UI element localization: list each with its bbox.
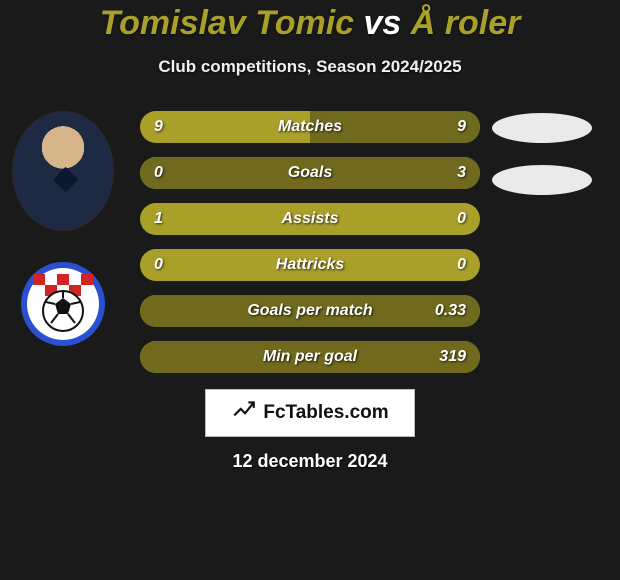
right-avatar-column <box>492 113 602 195</box>
stat-label: Hattricks <box>276 256 344 274</box>
player2-placeholder-oval <box>492 113 592 143</box>
page-title: Tomislav Tomic vs Å roler <box>0 0 620 43</box>
stat-bar: 0 Goals 3 <box>140 157 480 189</box>
stat-label: Goals <box>288 164 332 182</box>
stat-right-value: 0.33 <box>435 302 466 320</box>
stat-left-value: 0 <box>154 164 163 182</box>
title-vs: vs <box>364 4 402 42</box>
stat-bar: Goals per match 0.33 <box>140 295 480 327</box>
title-player1: Tomislav Tomic <box>100 4 354 42</box>
stat-left-value: 9 <box>154 118 163 136</box>
stat-bar: 1 Assists 0 <box>140 203 480 235</box>
stat-label: Min per goal <box>263 348 357 366</box>
stat-right-value: 0 <box>457 256 466 274</box>
snapshot-date: 12 december 2024 <box>0 451 620 472</box>
club-badge <box>13 261 113 347</box>
stat-left-value: 1 <box>154 210 163 228</box>
chart-icon <box>231 397 257 429</box>
stat-right-value: 319 <box>439 348 466 366</box>
stat-bars: 9 Matches 9 0 Goals 3 1 Assists 0 0 Hattricks 0 Goal… <box>140 111 480 373</box>
stat-label: Matches <box>278 118 342 136</box>
stat-bar: Min per goal 319 <box>140 341 480 373</box>
subtitle: Club competitions, Season 2024/2025 <box>0 57 620 77</box>
stat-bar: 9 Matches 9 <box>140 111 480 143</box>
stat-right-value: 3 <box>457 164 466 182</box>
stat-left-value: 0 <box>154 256 163 274</box>
stat-right-value: 0 <box>457 210 466 228</box>
player-photo <box>12 111 114 231</box>
left-avatar-column <box>8 111 118 347</box>
source-watermark: FcTables.com <box>205 389 415 437</box>
club2-placeholder-oval <box>492 165 592 195</box>
title-player2: Å roler <box>411 4 521 42</box>
comparison-panel: 9 Matches 9 0 Goals 3 1 Assists 0 0 Hattricks 0 Goal… <box>0 111 620 373</box>
stat-bar: 0 Hattricks 0 <box>140 249 480 281</box>
watermark-text: FcTables.com <box>263 402 388 424</box>
stat-right-value: 9 <box>457 118 466 136</box>
stat-label: Goals per match <box>247 302 372 320</box>
stat-label: Assists <box>282 210 339 228</box>
